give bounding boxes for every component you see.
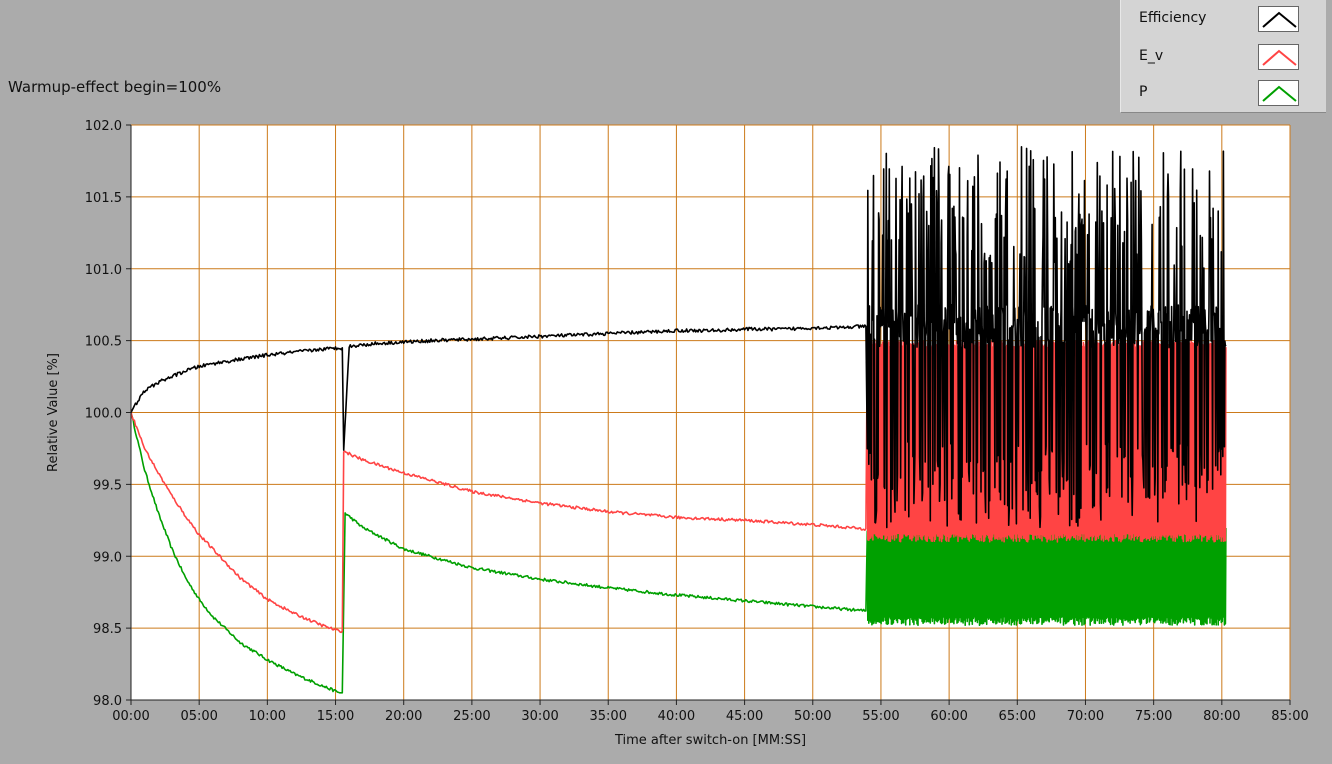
y-tick-label: 100.5 [85, 335, 122, 350]
legend-item-efficiency[interactable]: Efficiency [1121, 2, 1326, 38]
x-tick-label: 65:00 [999, 709, 1036, 724]
axes: 00:00 05:00 10:00 15:00 20:00 25:00 30:00 35:00… [85, 119, 1309, 724]
legend-label-efficiency: Efficiency [1139, 10, 1207, 26]
legend-swatch-p[interactable] [1258, 80, 1299, 106]
series-group [130, 146, 1227, 694]
x-tick-label: 25:00 [453, 709, 490, 724]
legend-line-p-icon [1262, 85, 1297, 102]
chart-legend[interactable]: Efficiency E_v P [1120, 0, 1326, 113]
x-axis-label: Time after switch-on [MM:SS] [614, 733, 806, 748]
x-tick-label: 45:00 [726, 709, 763, 724]
x-tick-label: 80:00 [1203, 709, 1240, 724]
x-tick-label: 60:00 [930, 709, 967, 724]
series-line-e-v [130, 339, 1227, 634]
y-tick-label: 99.0 [93, 550, 122, 565]
legend-swatch-e-v[interactable] [1258, 44, 1299, 70]
y-tick-label: 98.5 [93, 622, 122, 637]
x-tick-label: 75:00 [1135, 709, 1172, 724]
x-tick-label: 85:00 [1271, 709, 1308, 724]
legend-line-efficiency-icon [1262, 11, 1297, 28]
y-tick-label: 100.0 [85, 407, 122, 422]
legend-label-e-v: E_v [1139, 48, 1164, 64]
legend-swatch-efficiency[interactable] [1258, 6, 1299, 32]
chart-title: Warmup-effect begin=100% [8, 78, 222, 96]
legend-item-e-v[interactable]: E_v [1121, 40, 1326, 76]
x-tick-label: 40:00 [658, 709, 695, 724]
series-line-efficiency [130, 146, 1227, 529]
x-tick-label: 70:00 [1067, 709, 1104, 724]
y-axis-label: Relative Value [%] [46, 353, 61, 472]
legend-line-e-v-icon [1262, 49, 1297, 66]
x-tick-label: 05:00 [180, 709, 217, 724]
legend-label-p: P [1139, 84, 1148, 100]
x-tick-label: 30:00 [521, 709, 558, 724]
x-tick-label: 55:00 [862, 709, 899, 724]
x-tick-label: 20:00 [385, 709, 422, 724]
y-tick-label: 101.0 [85, 263, 122, 278]
y-tick-label: 101.5 [85, 191, 122, 206]
x-tick-label: 35:00 [590, 709, 627, 724]
x-tick-label: 00:00 [112, 709, 149, 724]
y-tick-label: 102.0 [85, 119, 122, 134]
y-tick-label: 98.0 [93, 694, 122, 709]
x-tick-label: 10:00 [249, 709, 286, 724]
y-tick-label: 99.5 [93, 478, 122, 493]
x-tick-label: 15:00 [317, 709, 354, 724]
x-tick-label: 50:00 [794, 709, 831, 724]
legend-item-p[interactable]: P [1121, 76, 1326, 112]
